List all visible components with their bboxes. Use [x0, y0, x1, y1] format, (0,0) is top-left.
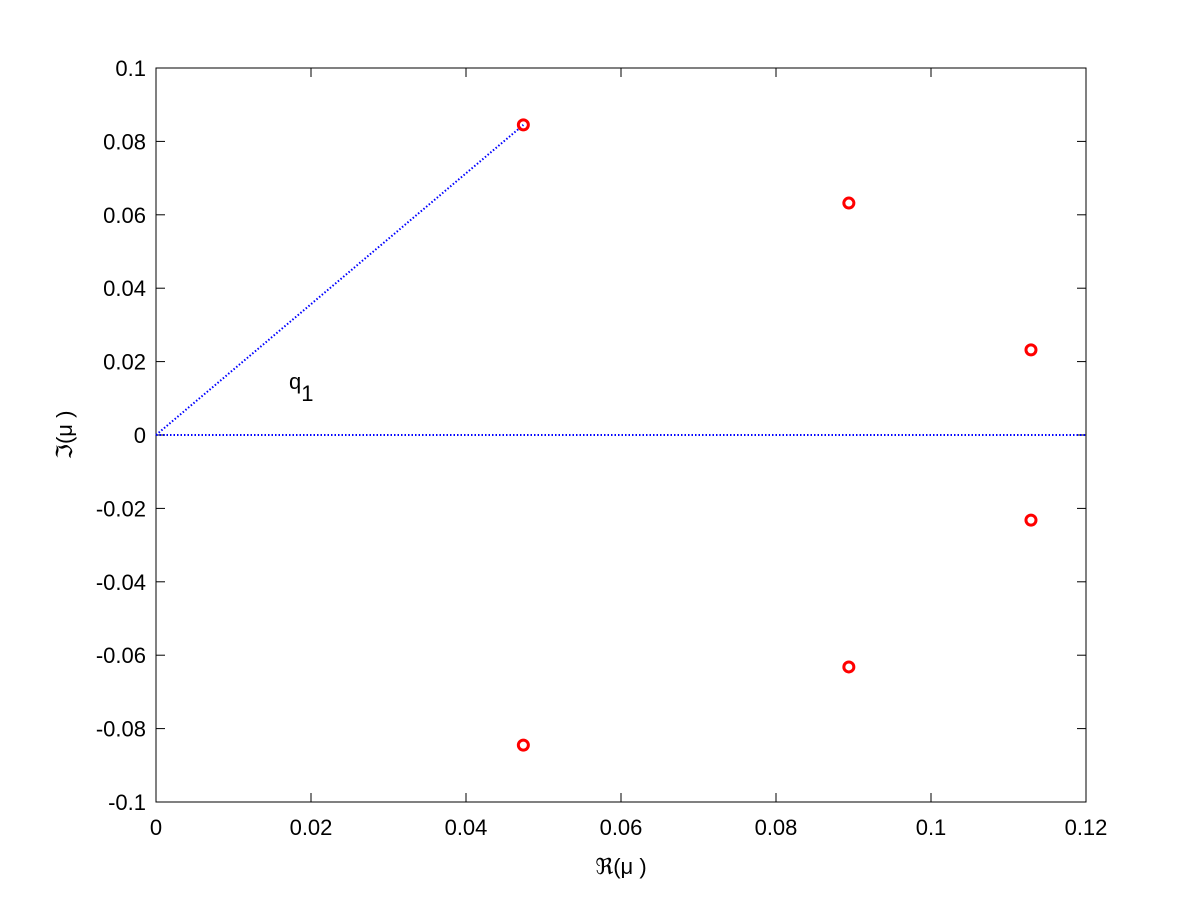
x-tick-label: 0.1: [916, 815, 947, 840]
y-tick-label: -0.08: [96, 717, 146, 742]
point: [1024, 343, 1038, 357]
y-tick-label: 0.1: [115, 56, 146, 81]
y-tick-label: -0.06: [96, 643, 146, 668]
y-tick-label: 0.06: [103, 203, 146, 228]
y-axis-label: ℑ(μ ): [52, 411, 77, 460]
point: [516, 738, 530, 752]
x-tick-label: 0.12: [1065, 815, 1108, 840]
x-tick-label: 0.06: [600, 815, 643, 840]
y-tick-label: 0.02: [103, 350, 146, 375]
x-tick-label: 0.08: [755, 815, 798, 840]
annotation: q1: [289, 369, 314, 406]
annotation-subscript: 1: [301, 381, 313, 406]
y-tick-label: -0.1: [108, 790, 146, 815]
plot-area: [155, 67, 1087, 803]
x-tick-label: 0.04: [445, 815, 488, 840]
y-tick-label: -0.04: [96, 570, 146, 595]
x-tick-label: 0.02: [290, 815, 333, 840]
annotation-text: q: [289, 369, 301, 394]
y-tick-label: 0: [134, 423, 146, 448]
x-axis-label: ℜ(μ ): [595, 854, 646, 879]
point: [1024, 513, 1038, 527]
point: [516, 118, 530, 132]
y-tick-label: -0.02: [96, 496, 146, 521]
point: [842, 196, 856, 210]
y-tick-label: 0.08: [103, 129, 146, 154]
x-tick-label: 0: [150, 815, 162, 840]
y-tick-label: 0.04: [103, 276, 146, 301]
point: [842, 660, 856, 674]
